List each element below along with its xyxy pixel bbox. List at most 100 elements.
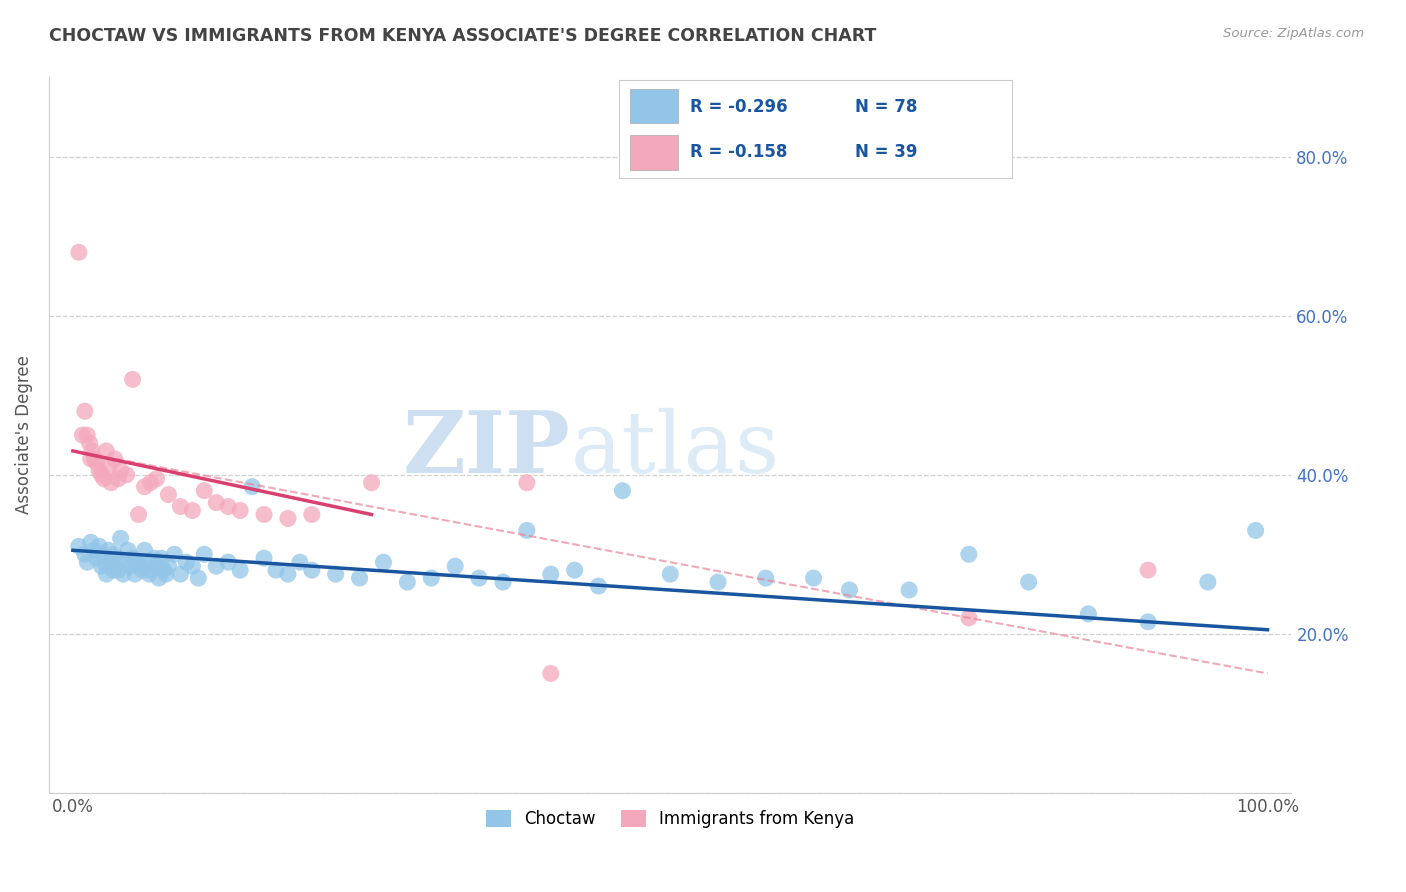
- Point: [72, 428, 94, 442]
- Point: [67, 539, 90, 553]
- Point: [253, 508, 276, 522]
- Text: R = -0.158: R = -0.158: [689, 143, 787, 161]
- Point: [181, 559, 204, 574]
- Point: [217, 500, 239, 514]
- Point: [112, 567, 135, 582]
- Text: R = -0.296: R = -0.296: [689, 98, 787, 116]
- Point: [163, 547, 186, 561]
- Point: [110, 464, 132, 478]
- Text: N = 78: N = 78: [855, 98, 917, 116]
- Point: [1137, 615, 1160, 629]
- Point: [145, 472, 167, 486]
- Point: [104, 547, 127, 561]
- Point: [325, 567, 347, 582]
- Point: [152, 563, 174, 577]
- Point: [96, 444, 118, 458]
- Point: [124, 567, 146, 582]
- Point: [516, 475, 538, 490]
- Point: [193, 547, 215, 561]
- Text: ZIP: ZIP: [404, 408, 571, 491]
- Point: [131, 563, 153, 577]
- Point: [205, 495, 228, 509]
- Point: [229, 563, 252, 577]
- Point: [120, 559, 142, 574]
- Point: [187, 571, 209, 585]
- Point: [136, 555, 159, 569]
- Point: [150, 551, 173, 566]
- Point: [100, 475, 122, 490]
- Point: [107, 472, 129, 486]
- Point: [80, 535, 103, 549]
- Point: [301, 508, 323, 522]
- Point: [169, 567, 191, 582]
- Point: [1077, 607, 1099, 621]
- Point: [659, 567, 682, 582]
- Point: [148, 571, 170, 585]
- Point: [957, 611, 980, 625]
- Point: [229, 503, 252, 517]
- Point: [157, 488, 180, 502]
- Point: [155, 567, 177, 582]
- Point: [80, 444, 103, 458]
- Point: [444, 559, 467, 574]
- Point: [349, 571, 371, 585]
- Text: Source: ZipAtlas.com: Source: ZipAtlas.com: [1223, 27, 1364, 40]
- Point: [83, 543, 105, 558]
- Point: [90, 467, 112, 482]
- Point: [288, 555, 311, 569]
- Point: [73, 404, 96, 418]
- Point: [169, 500, 191, 514]
- Point: [301, 563, 323, 577]
- Point: [240, 480, 263, 494]
- Point: [540, 567, 562, 582]
- Point: [121, 551, 143, 566]
- Point: [143, 551, 166, 566]
- FancyBboxPatch shape: [630, 136, 678, 169]
- Point: [145, 559, 167, 574]
- Point: [96, 567, 118, 582]
- Point: [128, 559, 150, 574]
- Point: [83, 451, 105, 466]
- Point: [121, 372, 143, 386]
- Point: [217, 555, 239, 569]
- Point: [360, 475, 382, 490]
- Point: [516, 524, 538, 538]
- Point: [157, 559, 180, 574]
- Text: CHOCTAW VS IMMIGRANTS FROM KENYA ASSOCIATE'S DEGREE CORRELATION CHART: CHOCTAW VS IMMIGRANTS FROM KENYA ASSOCIA…: [49, 27, 876, 45]
- Point: [114, 555, 136, 569]
- Point: [91, 547, 114, 561]
- Point: [205, 559, 228, 574]
- Point: [104, 551, 127, 566]
- Point: [707, 575, 730, 590]
- Text: atlas: atlas: [571, 408, 780, 491]
- Legend: Choctaw, Immigrants from Kenya: Choctaw, Immigrants from Kenya: [479, 803, 860, 834]
- Point: [253, 551, 276, 566]
- Point: [1137, 563, 1160, 577]
- Point: [1244, 524, 1267, 538]
- Point: [89, 539, 111, 553]
- Y-axis label: Associate's Degree: Associate's Degree: [15, 356, 32, 515]
- Point: [1197, 575, 1219, 590]
- Point: [97, 459, 120, 474]
- Point: [898, 582, 921, 597]
- Point: [97, 543, 120, 558]
- FancyBboxPatch shape: [630, 89, 678, 123]
- Point: [80, 451, 103, 466]
- Point: [86, 551, 108, 566]
- Point: [67, 245, 90, 260]
- Point: [103, 563, 125, 577]
- Point: [755, 571, 778, 585]
- Point: [107, 563, 129, 577]
- Point: [612, 483, 634, 498]
- Point: [277, 511, 299, 525]
- Point: [115, 467, 138, 482]
- Point: [117, 543, 139, 558]
- Point: [957, 547, 980, 561]
- Point: [138, 567, 160, 582]
- Point: [73, 547, 96, 561]
- Point: [110, 532, 132, 546]
- Point: [803, 571, 825, 585]
- Point: [373, 555, 395, 569]
- Point: [492, 575, 515, 590]
- Point: [139, 475, 162, 490]
